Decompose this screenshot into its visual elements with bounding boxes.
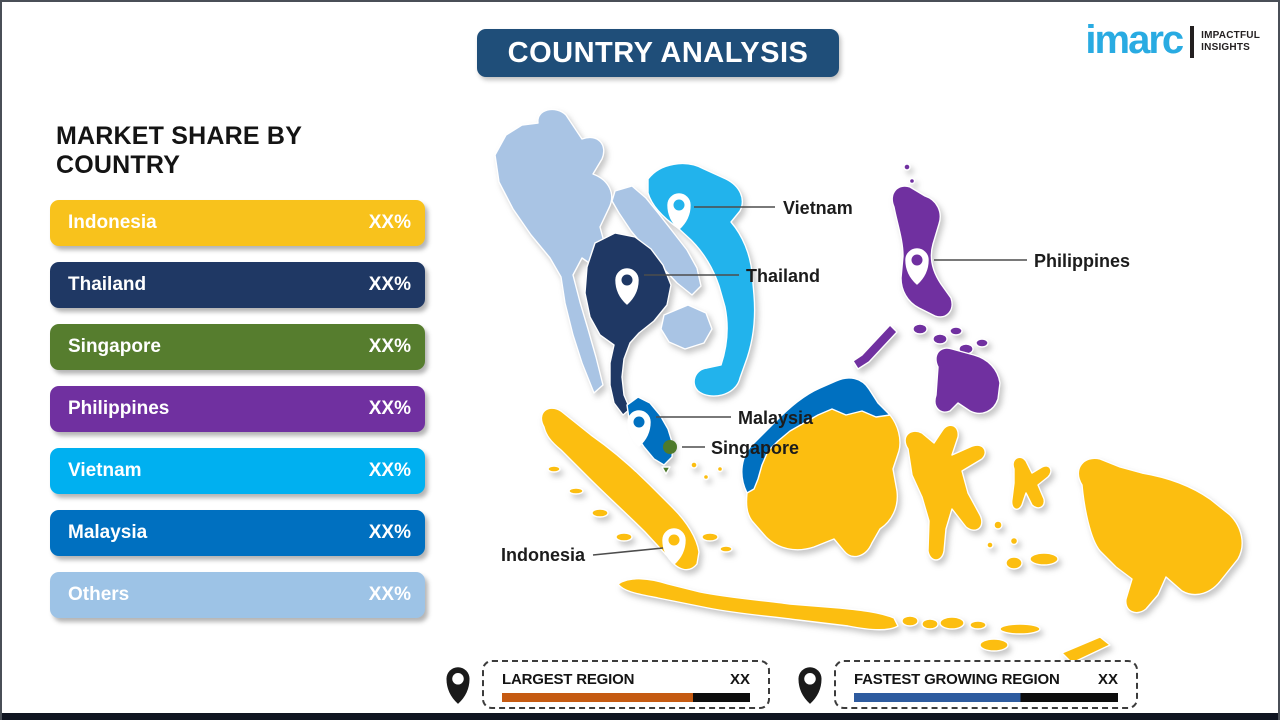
map-pin-philippines [905,248,929,285]
map-islet [719,545,733,553]
bar-others: Others XX% [50,572,425,618]
map-label-singapore: Singapore [711,438,799,458]
legend-box: FASTEST GROWING REGION XX [834,660,1138,709]
map-country-cambodia [660,304,713,350]
map-islet [949,326,963,336]
map-islet [969,620,987,630]
legend-bar-fastest [854,693,1118,702]
bar-label: Philippines [68,398,170,419]
location-pin-icon [798,667,822,704]
map-island-timor [1061,636,1111,664]
market-share-panel: MARKET SHARE BY COUNTRY Indonesia XX% Th… [50,122,425,634]
imarc-logo: imarc IMPACTFUL INSIGHTS [1085,18,1260,62]
bar-label: Malaysia [68,522,148,543]
page-title-text: COUNTRY ANALYSIS [507,36,809,69]
page-title: COUNTRY ANALYSIS [477,29,839,77]
leader-line-indonesia [592,547,664,556]
map-islet [986,541,994,549]
map-islet [912,323,928,335]
imarc-brand-text: imarc [1085,18,1184,62]
map-island-palawan [852,324,898,370]
bar-label: Indonesia [68,212,157,233]
bar-value: XX% [368,584,411,605]
bar-value: XX% [368,522,411,543]
map-islet [939,616,965,630]
legend-bar-largest [502,693,750,702]
map-country-malaysia-borneo [741,377,891,494]
map-pin-malaysia [627,410,651,447]
map-island-flores [999,623,1041,635]
map-pin-indonesia [662,528,686,565]
map-islet [993,520,1003,530]
map-label-indonesia: Indonesia [501,545,586,565]
bar-label: Vietnam [68,460,142,481]
bar-malaysia: Malaysia XX% [50,510,425,556]
map-country-myanmar [494,108,613,394]
map-island-bali [901,615,919,627]
map-country-laos [611,185,702,296]
map-islet [591,508,609,518]
bar-label: Thailand [68,274,147,295]
map-label-vietnam: Vietnam [783,198,853,218]
logo-tagline-line1: IMPACTFUL [1201,29,1260,41]
bar-singapore: Singapore XX% [50,324,425,370]
map-islet [547,465,561,473]
bar-label: Singapore [68,336,161,357]
map-label-malaysia: Malaysia [738,408,814,428]
footer-strip [2,713,1278,720]
map-pin-thailand [615,268,639,305]
logo-tagline: IMPACTFUL INSIGHTS [1201,30,1260,55]
bar-value: XX% [368,460,411,481]
map-islet [615,532,633,542]
map-label-thailand: Thailand [746,266,820,286]
southeast-asia-map: Vietnam Thailand Philippines Malaysia Si… [494,108,1243,664]
bar-value: XX% [368,274,411,295]
map-islet [568,487,584,495]
legend-value: XX [729,671,750,688]
map-label-philippines: Philippines [1034,251,1130,271]
map-island-java [617,578,899,631]
logo-divider [1190,26,1195,58]
map-islet [716,465,724,473]
legend-value: XX [1097,671,1118,688]
market-share-heading: MARKET SHARE BY COUNTRY [56,122,302,179]
map-island-sumba [979,638,1009,652]
map-island-papua [1077,457,1243,614]
map-island-sulawesi [904,424,986,561]
map-dot-singapore [663,440,677,454]
map-islet [903,163,911,171]
map-islet [921,618,939,630]
map-islet [932,333,948,345]
bar-value: XX% [368,398,411,419]
legend-label: FASTEST GROWING REGION [854,671,1060,688]
bar-vietnam: Vietnam XX% [50,448,425,494]
map-island-halmahera [1010,456,1052,510]
map-island-mindanao [934,347,1001,415]
map-islet [1009,536,1019,546]
map-island-buru [1005,556,1023,570]
map-islet [908,177,916,185]
logo-tagline-line2: INSIGHTS [1201,42,1250,53]
map-islet [975,338,989,348]
map-island-seram [1029,552,1059,566]
bar-label: Others [68,584,130,605]
map-pin-vietnam [667,193,691,230]
map-islet [702,473,710,481]
legend-fastest-growing-region: FASTEST GROWING REGION XX [795,660,1138,709]
legend-largest-region: LARGEST REGION XX [443,660,770,709]
map-islet [701,532,719,542]
legend-box: LARGEST REGION XX [482,660,770,709]
bar-thailand: Thailand XX% [50,262,425,308]
bar-value: XX% [368,336,411,357]
bar-indonesia: Indonesia XX% [50,200,425,246]
map-island-sumatra [540,407,700,571]
map-islet [690,461,698,469]
map-country-singapore-island [661,466,671,475]
bar-philippines: Philippines XX% [50,386,425,432]
location-pin-icon [446,667,470,704]
legend-label: LARGEST REGION [502,671,635,688]
bar-value: XX% [368,212,411,233]
map-country-thailand [584,232,672,416]
